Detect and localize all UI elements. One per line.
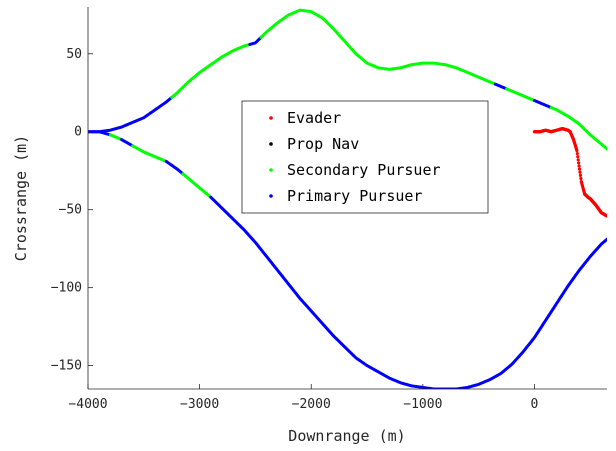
data-point <box>608 214 611 217</box>
data-point <box>576 155 580 159</box>
series-segment <box>131 144 168 163</box>
series-lower-pursuer-track <box>88 130 607 389</box>
series-evader <box>532 127 616 218</box>
y-tick-label: 0 <box>74 125 82 140</box>
series-segment <box>493 82 509 91</box>
legend-label: Evader <box>287 109 341 127</box>
data-point <box>609 213 612 216</box>
legend-box <box>241 100 489 214</box>
x-tick-label: −4000 <box>68 397 107 412</box>
series-segment <box>181 172 213 199</box>
data-point <box>611 212 614 215</box>
legend-label: Prop Nav <box>287 135 359 153</box>
y-tick-label: −50 <box>59 203 82 218</box>
series-upper-pursuer-track <box>88 8 607 151</box>
legend-marker <box>269 116 273 120</box>
series-segment <box>248 35 263 46</box>
y-tick-label: −150 <box>51 359 82 374</box>
series-segment <box>88 130 112 137</box>
data-point <box>608 214 611 217</box>
series-segment <box>549 106 607 151</box>
data-point <box>609 213 612 216</box>
data-point <box>612 212 615 215</box>
data-point <box>578 173 583 177</box>
series-segment <box>170 42 252 99</box>
data-point <box>611 213 614 216</box>
series-segment <box>119 138 135 148</box>
data-point <box>608 213 611 216</box>
x-tick-label: −3000 <box>180 397 219 412</box>
series-segment <box>532 99 553 110</box>
series-segment <box>209 195 607 389</box>
series-segment <box>164 159 185 176</box>
data-point <box>613 211 616 214</box>
ticks-layer: −4000 −3000 −2000 −1000 0 −150 −100 −50 0 50 <box>51 47 539 412</box>
series-segment <box>125 95 174 127</box>
y-axis-label: Crossrange (m) <box>12 135 30 261</box>
data-point <box>610 213 613 216</box>
data-point <box>607 214 610 217</box>
legend: Evader Prop Nav Secondary Pursuer Primary P… <box>241 100 489 214</box>
legend-label: Primary Pursuer <box>287 187 422 205</box>
legend-marker <box>269 142 273 146</box>
data-point <box>575 151 579 156</box>
data-point <box>579 176 583 181</box>
series-segment <box>259 8 497 86</box>
data-point <box>611 213 614 216</box>
legend-label: Secondary Pursuer <box>287 161 441 179</box>
data-point <box>575 148 579 153</box>
y-tick-label: −100 <box>51 281 82 296</box>
data-point <box>606 214 607 217</box>
y-tick-label: 50 <box>66 47 82 62</box>
axes-layer <box>87 7 607 390</box>
data-point <box>612 212 615 215</box>
data-point <box>577 164 581 168</box>
x-tick-label: −2000 <box>292 397 331 412</box>
x-tick-label: −1000 <box>403 397 442 412</box>
series-segment <box>108 133 123 142</box>
series-layer <box>88 8 616 389</box>
x-tick-label: 0 <box>531 397 539 412</box>
series-segment <box>505 87 536 103</box>
data-point <box>578 170 582 174</box>
x-axis-label: Downrange (m) <box>288 427 405 445</box>
data-point <box>577 161 581 165</box>
data-point <box>576 158 580 162</box>
legend-marker <box>269 168 273 172</box>
legend-marker <box>269 194 273 198</box>
data-point <box>577 167 582 171</box>
data-point <box>610 213 613 216</box>
